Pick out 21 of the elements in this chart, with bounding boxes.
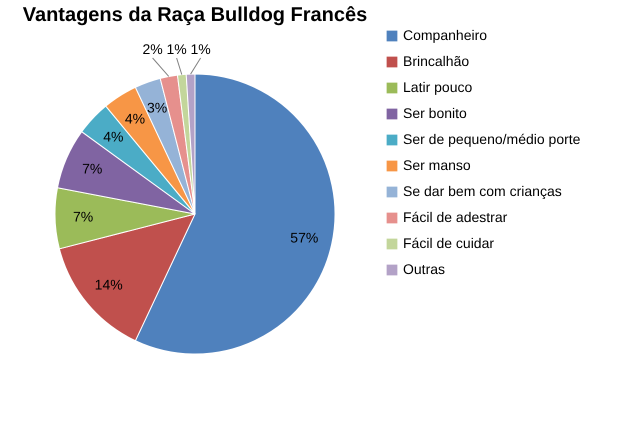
legend-label: Latir pouco xyxy=(403,79,472,95)
data-label: 57% xyxy=(290,229,318,246)
legend-label: Ser bonito xyxy=(403,105,468,121)
legend-label: Se dar bem com crianças xyxy=(403,183,562,199)
chart-title: Vantagens da Raça Bulldog Francês xyxy=(22,4,368,26)
data-label: 14% xyxy=(94,276,123,292)
legend-label: Ser manso xyxy=(403,157,471,173)
legend-label: Fácil de cuidar xyxy=(403,235,494,251)
legend-label: Companheiro xyxy=(403,27,488,43)
data-label: 1% xyxy=(190,41,211,57)
legend-label: Ser de pequeno/médio porte xyxy=(403,131,581,147)
data-label: 7% xyxy=(72,208,94,225)
data-label: 3% xyxy=(146,100,168,116)
legend-label: Brincalhão xyxy=(403,53,470,69)
legend-label: Fácil de adestrar xyxy=(403,209,508,225)
data-label: 4% xyxy=(103,128,124,144)
data-label: 2% xyxy=(142,41,163,57)
data-label: 7% xyxy=(82,160,102,177)
data-label: 4% xyxy=(124,110,146,126)
data-label: 1% xyxy=(166,41,187,57)
legend-label: Outras xyxy=(403,261,446,277)
